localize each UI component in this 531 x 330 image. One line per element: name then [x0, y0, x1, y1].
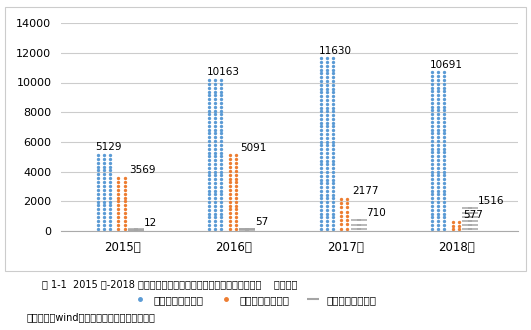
Text: 5091: 5091 — [241, 143, 267, 153]
Text: 2177: 2177 — [352, 186, 378, 196]
Text: 577: 577 — [463, 210, 483, 220]
Text: 710: 710 — [366, 208, 386, 218]
Text: 数量来源：wind、全国中小企业股份转让系统: 数量来源：wind、全国中小企业股份转让系统 — [27, 312, 156, 322]
Text: 12: 12 — [143, 218, 157, 228]
Text: 10691: 10691 — [430, 60, 463, 70]
Text: 11630: 11630 — [319, 46, 352, 56]
Text: 1516: 1516 — [477, 196, 504, 206]
Text: 5129: 5129 — [96, 142, 122, 152]
Text: 10163: 10163 — [207, 67, 240, 78]
Text: 3569: 3569 — [129, 165, 156, 175]
Legend: 现有挂牌企业数量, 新增挂牌企业数量, 新增摘牌企业数量: 现有挂牌企业数量, 新增挂牌企业数量, 新增摘牌企业数量 — [130, 295, 376, 305]
Text: 图 1-1  2015 年-2018 年现有挂牌企业、新增挂牌与摘牌企业数量分析    单位：家: 图 1-1 2015 年-2018 年现有挂牌企业、新增挂牌与摘牌企业数量分析 … — [42, 279, 298, 289]
Text: 57: 57 — [255, 217, 268, 227]
